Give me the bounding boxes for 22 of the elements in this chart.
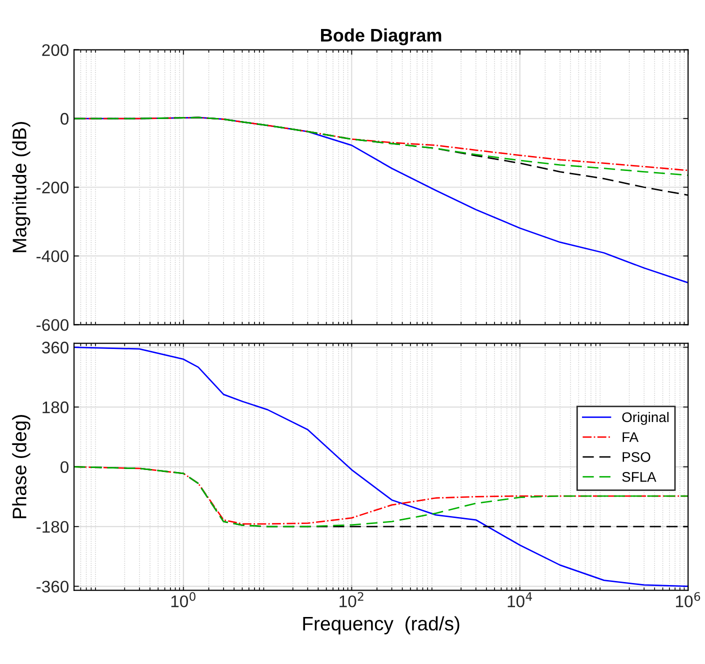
y-tick-label: 0 [60, 461, 69, 473]
chart-title: Bode Diagram [321, 28, 442, 46]
legend-label: Original [622, 412, 669, 425]
y-tick-label: -600 [36, 319, 69, 331]
y-tick-label: 360 [42, 342, 69, 354]
y-tick-label: 180 [42, 401, 69, 414]
x-axis-title: Frequency (rad/s) [303, 616, 460, 634]
legend-label: SFLA [622, 472, 656, 482]
legend-label: PSO [622, 452, 650, 462]
y-tick-label: -360 [36, 580, 69, 593]
y-tick-label: 200 [42, 44, 69, 56]
x-tick-label: 10$^{2}$ [340, 592, 364, 608]
y-axis-title: Magnitude (dB) [12, 122, 30, 252]
x-tick-label: 10$^{0}$ [171, 592, 196, 608]
x-tick-label: 10$^{4}$ [508, 592, 532, 608]
y-tick-label: -200 [36, 182, 69, 194]
legend-label: FA [622, 432, 639, 442]
x-tick-label: 10$^{6}$ [676, 592, 700, 608]
y-tick-label: -180 [36, 520, 69, 533]
y-axis-title: Phase (deg) [12, 415, 30, 518]
y-tick-label: -400 [36, 250, 69, 262]
y-tick-label: 0 [60, 112, 69, 125]
